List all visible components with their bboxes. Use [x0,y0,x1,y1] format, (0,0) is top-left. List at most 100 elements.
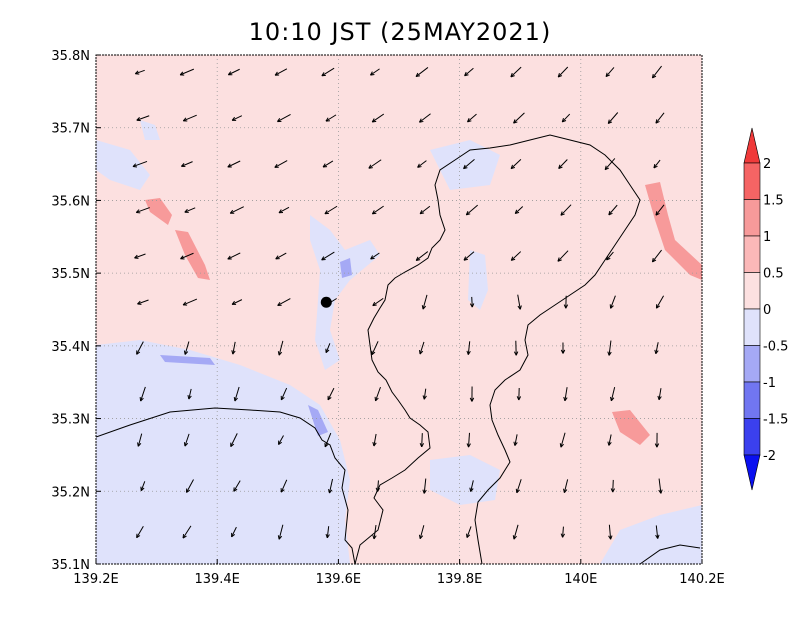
wind-arrow [180,252,194,260]
coastline [96,134,701,564]
wind-arrow [374,386,381,402]
wind-arrow [608,204,618,216]
wind-arrow [657,388,662,401]
wind-arrow [227,160,241,168]
wind-arrow [463,251,475,261]
wind-arrow [185,479,194,493]
wind-arrow [510,159,522,170]
wind-arrow [277,340,284,356]
wind-arrow [183,341,190,355]
y-tick-label: 35.6N [51,194,90,209]
colorbar-max-arrow [743,127,761,164]
wind-arrow [510,251,522,261]
wind-arrow [604,158,616,171]
wind-arrow [560,204,572,216]
wind-arrow [610,479,616,493]
colorbar-label: -1 [763,376,776,391]
wind-arrow [280,387,288,401]
positive-region [612,410,650,445]
wind-arrow [563,387,568,402]
wind-arrow [324,432,332,448]
wind-arrow [467,113,477,123]
wind-arrow [227,68,240,76]
wind-arrow [372,297,384,307]
wind-arrow [654,432,660,448]
wind-arrow [563,295,569,309]
plot-frame [95,54,703,565]
wind-arrow [368,159,382,169]
wind-arrow [278,435,284,445]
wind-arrow [321,67,335,77]
wind-arrow [415,67,429,78]
wind-arrow [561,113,571,123]
x-tick-label: 140E [564,572,597,587]
colorbar-segment [743,345,761,383]
wind-arrow [605,67,615,78]
negative-region-strong [160,355,215,365]
wind-arrow [419,433,425,448]
wind-arrow [231,115,243,121]
negative-region [468,250,488,310]
wind-arrow [322,160,334,168]
wind-arrow [230,433,238,447]
positive-region [645,182,702,280]
wind-arrow [325,526,330,539]
wind-arrow [275,252,287,260]
negative-region-strong [308,405,328,436]
negative-region [96,140,150,190]
wind-arrow [231,341,236,355]
negative-region [140,120,160,140]
wind-arrow [179,68,195,76]
wind-arrow [512,524,519,540]
wind-arrow [325,343,331,354]
negative-region [600,505,702,564]
wind-arrow [463,158,475,170]
wind-arrow [609,295,616,309]
wind-arrow [557,250,569,262]
colorbar: 2 1.5 1 0.5 0 -0.5 -1 -1.5 -2 [743,127,788,491]
wind-arrow [651,249,662,263]
wind-arrow [557,66,569,78]
wind-arrow [371,113,385,123]
wind-arrow [277,298,291,306]
colorbar-segment [743,199,761,237]
wind-arrow [514,206,524,215]
colorbar-label: 1.5 [763,194,784,209]
colorbar-label: 1 [763,230,771,245]
wind-arrow [370,252,380,260]
wind-arrow [184,207,196,213]
wind-arrow [559,432,566,448]
wind-arrow [513,112,525,124]
wind-arrow [274,160,288,168]
wind-arrow [419,113,431,123]
colorbar-label: -0.5 [763,340,788,355]
wind-arrow [606,251,614,261]
x-tick-label: 139.8E [437,572,482,587]
wind-arrow [233,386,240,402]
wind-arrow [419,341,425,355]
wind-arrow [274,68,288,76]
x-tick-label: 139.2E [73,572,118,587]
wind-arrow [607,340,612,356]
colorbar-label: -1.5 [763,413,788,428]
wind-arrow [136,526,144,539]
wind-arrow [558,159,568,169]
wind-arrow [324,205,338,215]
wind-arrow [469,296,475,308]
wind-arrow [607,434,612,446]
wind-arrow [658,478,663,494]
y-tick-label: 35.4N [51,340,90,355]
wind-arrow [510,66,522,78]
wind-arrow [233,480,241,492]
wind-arrow [610,387,616,402]
wind-arrow [182,525,192,539]
contour-fields [96,120,702,564]
wind-arrow [372,524,377,540]
chart-title: 10:10 JST (25MAY2021) [248,18,552,46]
wind-arrow [607,112,619,124]
wind-arrow [181,161,193,168]
x-tick-label: 139.4E [194,572,239,587]
wind-arrow [560,342,566,354]
colorbar-label: 0.5 [763,267,784,282]
wind-arrow [654,342,659,355]
